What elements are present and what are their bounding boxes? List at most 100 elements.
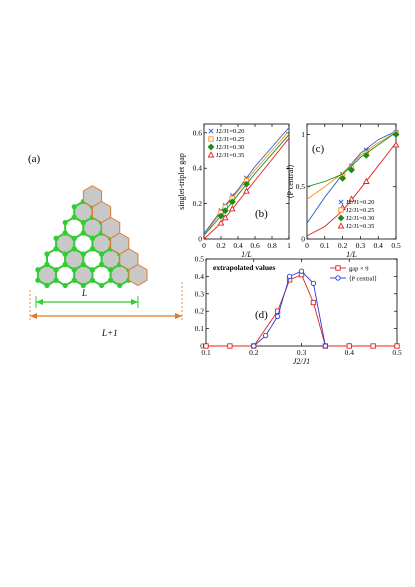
x-tick-label: 0.4	[233, 241, 243, 250]
x-tick-label: 0.1	[320, 241, 330, 250]
data-point	[392, 131, 400, 138]
y-tick-label: 0	[200, 342, 204, 351]
data-point	[217, 219, 225, 226]
lattice-site	[80, 230, 86, 236]
y-tick-label: 0	[301, 235, 305, 244]
lattice-site	[80, 282, 86, 289]
series-line-0	[206, 274, 397, 347]
data-point	[221, 214, 229, 221]
lattice-site	[89, 235, 96, 241]
lattice-site	[80, 251, 86, 257]
panel-label-a: (a)	[28, 153, 41, 165]
lattice-site	[71, 204, 77, 210]
y-tick-label: 0.5	[296, 182, 306, 191]
y-tick-label: 0.1	[195, 324, 205, 333]
data-point	[228, 198, 236, 206]
lattice-site	[98, 282, 105, 289]
panel-label-b: (b)	[255, 208, 268, 220]
y-tick-label: 0.2	[195, 307, 205, 316]
x-axis-label: J2/J1	[293, 357, 310, 366]
lattice-site	[35, 277, 41, 283]
panel-label-c: (c)	[312, 143, 325, 155]
y-tick-label: 1	[301, 130, 305, 139]
y-tick-label: 0.5	[195, 255, 205, 264]
data-point	[286, 273, 293, 280]
lattice-site	[62, 219, 68, 226]
legend-marker	[208, 128, 214, 134]
data-point	[310, 280, 317, 287]
lattice-site	[44, 251, 50, 257]
plot-frame	[306, 123, 397, 240]
lattice-site	[108, 267, 114, 273]
x-axis-label: 1/L	[346, 250, 357, 259]
legend-label: J2/J1=0.25	[346, 207, 374, 214]
y-tick-label: 0.2	[193, 199, 203, 208]
x-tick-label: 0.2	[249, 348, 259, 357]
lattice-site	[35, 267, 41, 273]
data-point	[310, 299, 317, 306]
lattice-site	[80, 219, 86, 226]
label-L: L	[81, 288, 87, 298]
lattice-site	[44, 282, 50, 289]
length-arrow-L: L	[35, 288, 139, 308]
lattice-site	[117, 282, 123, 289]
legend-marker	[338, 207, 344, 213]
lattice-site	[89, 277, 96, 283]
data-point	[346, 343, 352, 349]
y-tick-label: 0.4	[193, 164, 203, 173]
lattice-site	[98, 261, 105, 268]
data-point	[217, 212, 225, 220]
x-tick-label: 0.5	[391, 241, 401, 250]
data-point	[203, 343, 209, 349]
data-point	[394, 343, 400, 349]
x-tick-label: 0.4	[374, 241, 384, 250]
lattice-site	[71, 214, 77, 220]
fit-line-2	[306, 132, 397, 188]
legend-label: gap × 9	[349, 266, 369, 273]
lattice-site	[89, 267, 96, 273]
lattice-site	[71, 235, 77, 241]
legend-marker	[337, 222, 345, 229]
lattice-site	[71, 246, 77, 252]
x-tick-label: 0.2	[338, 241, 348, 250]
panel-d-extrapolated-chart: (d) 0.1 0.2 0.3 0.4 0.500.10.20.30.40.5J2/J1…	[195, 255, 402, 367]
lattice-site	[53, 267, 59, 273]
panel-c-pcentral-chart: (c) 0 0.1 0.2 0.3 0.4 0.5 0 0.5 1 1/L ⟨P central⟩ J…	[286, 123, 401, 259]
panel-label-d: (d)	[255, 309, 268, 321]
lattice-site	[71, 267, 77, 273]
honeycomb-lattice	[35, 185, 148, 289]
legend-label: J2/J1=0.20	[216, 128, 244, 135]
y-tick-label: 0.3	[195, 289, 205, 298]
data-point	[298, 268, 305, 274]
data-point	[362, 177, 370, 184]
lattice-site	[53, 277, 59, 283]
data-point	[221, 207, 229, 215]
legend-marker	[207, 151, 215, 158]
lattice-site	[44, 261, 50, 268]
data-point	[322, 343, 329, 349]
x-tick-label: 0.4	[345, 348, 355, 357]
x-tick-label: 0.1	[201, 348, 211, 357]
x-tick-label: 1	[287, 241, 291, 250]
data-point	[274, 308, 281, 314]
data-point	[339, 174, 347, 182]
data-point	[348, 166, 355, 174]
panel-b-gap-chart: (b) 0 0.2 0.4 0.6 0.8 100.20.40.61/Lsinglet-t…	[177, 123, 291, 259]
y-tick-label: 0.6	[193, 128, 203, 137]
legend-marker	[335, 275, 341, 281]
lattice-site	[71, 277, 77, 283]
plot-frame	[203, 123, 290, 240]
x-axis-label: 1/L	[241, 250, 252, 259]
chart-title: extrapolated values	[213, 263, 275, 272]
boundary-hexagon	[82, 185, 103, 208]
legend-marker	[208, 136, 214, 142]
lattice-site	[89, 246, 96, 252]
data-point	[228, 205, 236, 212]
lattice-site	[53, 235, 59, 241]
data-point	[362, 151, 370, 159]
lattice-site	[62, 251, 68, 257]
legend-label: J2/J1=0.30	[346, 215, 374, 222]
y-axis-label: ⟨P central⟩	[286, 164, 295, 198]
legend-marker	[207, 143, 215, 151]
